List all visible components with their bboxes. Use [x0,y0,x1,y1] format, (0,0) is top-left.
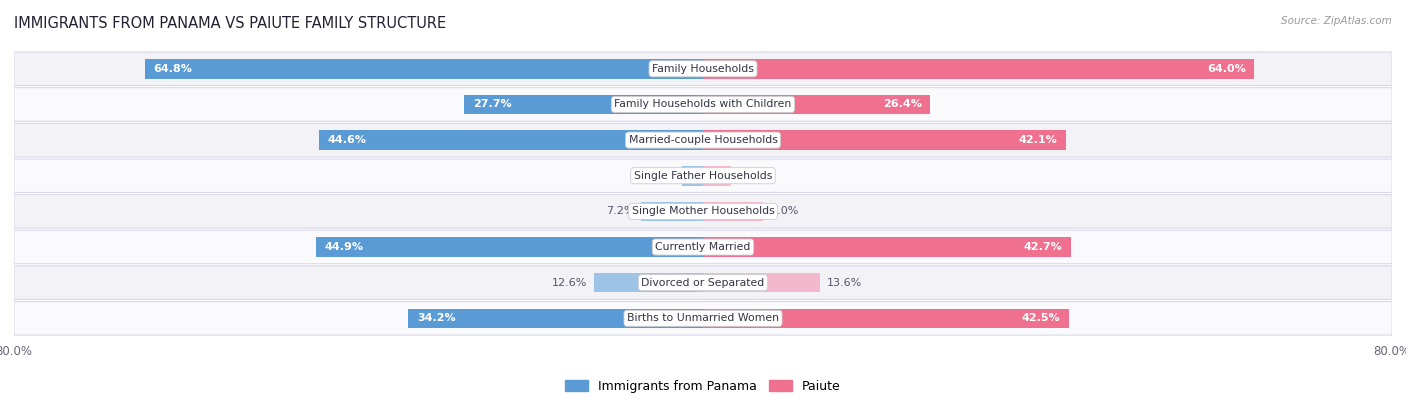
Bar [703,308,1069,328]
Text: 7.2%: 7.2% [606,206,634,216]
Text: 64.0%: 64.0% [1206,64,1246,74]
Text: 3.3%: 3.3% [738,171,766,181]
Text: 42.7%: 42.7% [1024,242,1062,252]
Bar [703,95,931,114]
Text: Single Mother Households: Single Mother Households [631,206,775,216]
Bar [316,237,703,257]
Text: Married-couple Households: Married-couple Households [628,135,778,145]
FancyBboxPatch shape [14,266,1392,299]
Text: 44.9%: 44.9% [325,242,364,252]
Text: Births to Unmarried Women: Births to Unmarried Women [627,313,779,324]
Bar [409,308,703,328]
Text: Divorced or Separated: Divorced or Separated [641,278,765,288]
Bar [682,166,703,186]
Text: 44.6%: 44.6% [328,135,367,145]
Bar [319,130,703,150]
FancyBboxPatch shape [14,195,1392,228]
Text: 26.4%: 26.4% [883,100,922,109]
FancyBboxPatch shape [14,123,1392,157]
Text: Family Households with Children: Family Households with Children [614,100,792,109]
Text: IMMIGRANTS FROM PANAMA VS PAIUTE FAMILY STRUCTURE: IMMIGRANTS FROM PANAMA VS PAIUTE FAMILY … [14,16,446,31]
Text: Single Father Households: Single Father Households [634,171,772,181]
Bar [595,273,703,292]
Text: 34.2%: 34.2% [418,313,456,324]
FancyBboxPatch shape [14,159,1392,192]
Bar [464,95,703,114]
Bar [641,201,703,221]
Text: Family Households: Family Households [652,64,754,74]
Text: 42.5%: 42.5% [1022,313,1060,324]
FancyBboxPatch shape [14,88,1392,121]
Text: 2.4%: 2.4% [647,171,675,181]
Text: 7.0%: 7.0% [770,206,799,216]
Legend: Immigrants from Panama, Paiute: Immigrants from Panama, Paiute [561,375,845,395]
Bar [703,166,731,186]
Bar [703,237,1071,257]
Text: 27.7%: 27.7% [472,100,512,109]
Bar [703,273,820,292]
Text: Source: ZipAtlas.com: Source: ZipAtlas.com [1281,16,1392,26]
Text: 64.8%: 64.8% [153,64,193,74]
FancyBboxPatch shape [14,52,1392,86]
Bar [703,130,1066,150]
Bar [703,59,1254,79]
FancyBboxPatch shape [14,230,1392,264]
Bar [703,201,763,221]
FancyBboxPatch shape [14,301,1392,335]
Text: Currently Married: Currently Married [655,242,751,252]
Text: 42.1%: 42.1% [1018,135,1057,145]
Text: 12.6%: 12.6% [553,278,588,288]
Text: 13.6%: 13.6% [827,278,862,288]
Bar [145,59,703,79]
